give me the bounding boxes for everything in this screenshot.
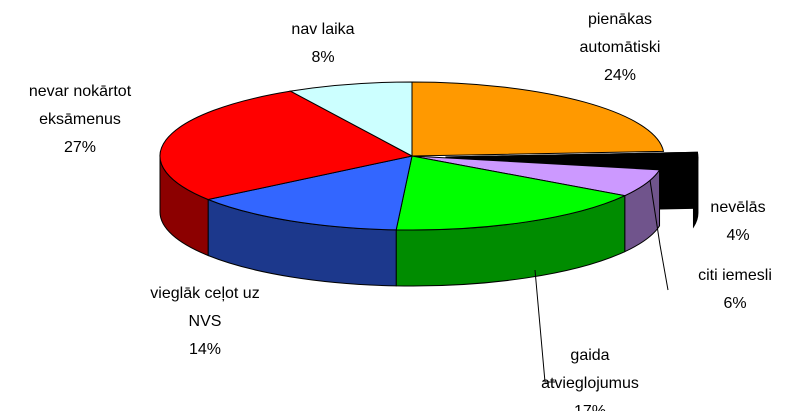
slice-label: pienākas automātiski 24% bbox=[565, 6, 675, 90]
category-label: nav laika bbox=[291, 21, 355, 38]
value-label: 8% bbox=[311, 49, 335, 66]
slice-label: gaida atvieglojumus 17% bbox=[533, 342, 648, 411]
slice bbox=[289, 81, 413, 157]
category-label: vieglāk ceļot uz NVS bbox=[150, 285, 260, 330]
value-label: 24% bbox=[603, 67, 637, 84]
slice bbox=[159, 90, 414, 201]
slice-label: nevar nokārtot eksāmenus 27% bbox=[13, 78, 148, 162]
category-label: nevēlās bbox=[710, 199, 766, 216]
slice-label: vieglāk ceļot uz NVS 14% bbox=[133, 280, 278, 364]
category-label: nevar nokārtot eksāmenus bbox=[28, 83, 132, 128]
value-label: 27% bbox=[63, 139, 97, 156]
value-label: 6% bbox=[723, 295, 747, 312]
slice-label: citi iemesli 6% bbox=[685, 262, 785, 318]
leader-line bbox=[649, 179, 669, 291]
slice bbox=[445, 151, 699, 172]
value-label: 14% bbox=[188, 341, 222, 358]
value-label: 17% bbox=[533, 398, 648, 411]
category-label: citi iemesli bbox=[698, 267, 772, 284]
slice-label: nevēlās 4% bbox=[693, 194, 783, 250]
slice bbox=[395, 155, 627, 231]
slice-label: nav laika 8% bbox=[273, 16, 373, 72]
value-label: 4% bbox=[726, 227, 750, 244]
category-label: pienākas automātiski bbox=[579, 11, 661, 56]
category-label: gaida atvieglojumus bbox=[541, 347, 639, 392]
slice bbox=[411, 81, 665, 157]
slice bbox=[206, 155, 413, 231]
leader-line bbox=[534, 269, 555, 383]
